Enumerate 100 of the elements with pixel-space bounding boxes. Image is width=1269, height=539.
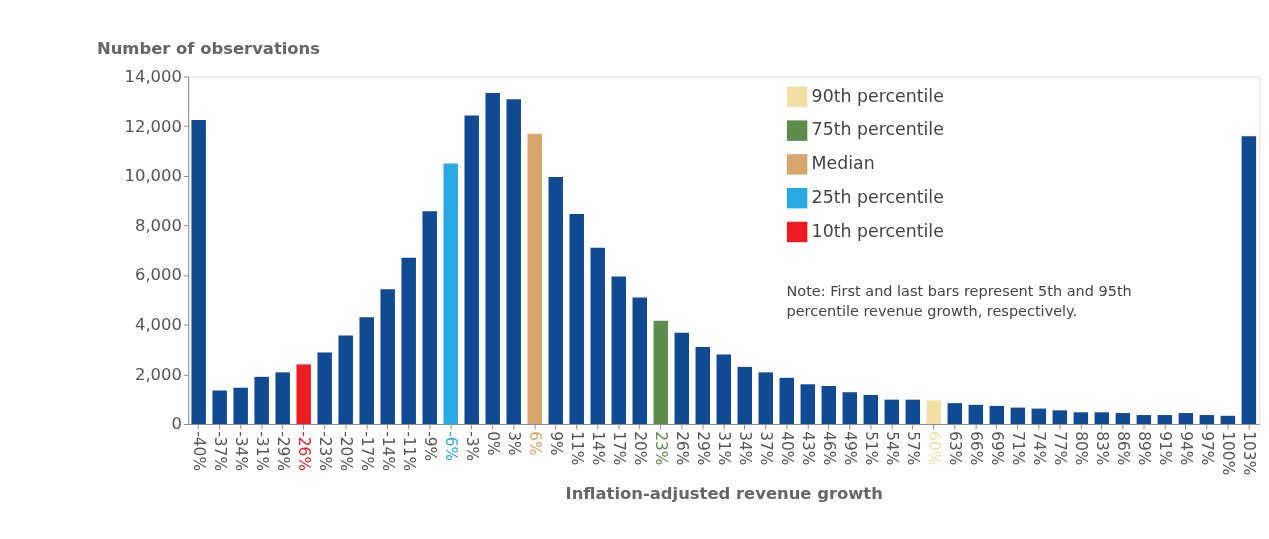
y-tick-label: 2,000 [134, 364, 182, 384]
bar [548, 177, 563, 424]
bar [191, 120, 206, 424]
x-tick-label: 69% [987, 431, 1006, 466]
x-tick-label: 31% [714, 431, 733, 466]
y-tick-label: 4,000 [134, 315, 182, 335]
bar [674, 332, 689, 424]
x-tick-label: -26% [294, 431, 313, 472]
bar [884, 399, 900, 424]
x-tick-label: 103% [1240, 431, 1259, 476]
x-tick-label: 0% [483, 431, 502, 456]
bar [1199, 415, 1215, 424]
bar [527, 133, 542, 424]
x-tick-label: 66% [966, 431, 985, 466]
legend-label: Median [811, 153, 875, 174]
x-tick-label: 49% [840, 431, 859, 466]
bar [926, 400, 942, 424]
bar [1136, 415, 1152, 424]
bar [506, 99, 521, 424]
x-tick-label: 26% [672, 431, 691, 466]
legend-label: 10th percentile [811, 220, 944, 241]
x-tick-label: 74% [1029, 431, 1048, 466]
bar [275, 372, 290, 424]
bar [338, 335, 353, 424]
bar [779, 377, 795, 424]
bar [947, 403, 963, 424]
bar [485, 92, 500, 424]
bar [1241, 136, 1257, 424]
y-tick-label: 8,000 [134, 215, 182, 235]
x-tick-label: -17% [357, 431, 376, 472]
x-tick-label: -40% [189, 431, 208, 472]
bar [737, 366, 753, 424]
bar [905, 399, 921, 424]
x-tick-label: 63% [945, 431, 964, 466]
x-tick-label: 54% [882, 431, 901, 466]
bar [863, 394, 879, 424]
x-tick-label: -9% [420, 431, 439, 462]
x-tick-label: 11% [567, 431, 586, 466]
x-tick-label: 77% [1050, 431, 1069, 466]
bar [359, 317, 374, 424]
x-tick-label: 57% [903, 431, 922, 466]
x-tick-label: 83% [1093, 431, 1111, 466]
x-tick-label: 100% [1219, 431, 1238, 476]
annotation: Note: First and last bars represent 5th and 95th percentile revenue growth, respectively. [786, 282, 1132, 319]
bar [254, 376, 269, 424]
x-tick-label: 43% [798, 431, 817, 466]
bar [1031, 408, 1047, 424]
legend-label: 75th percentile [811, 119, 944, 140]
y-tick-label: 12,000 [124, 116, 182, 136]
bar [1178, 413, 1194, 424]
x-tick-label: -3% [462, 431, 481, 462]
bar [800, 384, 816, 424]
bar [758, 372, 774, 424]
x-tick-label: 14% [588, 431, 607, 466]
bar [296, 364, 311, 424]
x-axis-title: Inflation-adjusted revenue growth [565, 484, 883, 504]
x-tick-label: 86% [1114, 431, 1132, 466]
bar [1010, 407, 1026, 424]
bar [653, 320, 668, 424]
y-tick-label: 14,000 [124, 66, 182, 86]
x-tick-label: 94% [1177, 431, 1196, 466]
x-tick-label: 20% [630, 431, 649, 466]
y-tick-label: 6,000 [134, 265, 182, 285]
y-axis-title: Number of observations [96, 38, 321, 58]
x-tick-label: 17% [609, 431, 628, 466]
bar [821, 386, 837, 424]
bar [611, 276, 626, 424]
bar [968, 404, 984, 424]
x-tick-label: -11% [399, 431, 418, 472]
legend-label: 90th percentile [811, 85, 944, 106]
x-tick-label: -20% [336, 431, 355, 472]
bar [1073, 412, 1089, 424]
bar [212, 390, 227, 424]
bar [1052, 410, 1068, 424]
x-tick-label: 34% [735, 431, 754, 466]
y-tick-label: 0 [171, 414, 182, 434]
bar [716, 354, 731, 424]
x-tick-label: 29% [693, 431, 712, 466]
bar [842, 392, 858, 424]
bar [443, 163, 458, 424]
bar [590, 247, 605, 424]
bar [1157, 415, 1173, 424]
x-tick-label: 91% [1156, 431, 1175, 466]
x-tick-label: -23% [315, 431, 334, 472]
x-tick-label: 60% [924, 431, 943, 466]
bar [464, 115, 479, 424]
bar [317, 352, 332, 424]
bar [380, 289, 395, 424]
y-tick-label: 10,000 [124, 166, 182, 186]
x-tick-label: 9% [546, 431, 565, 456]
x-tick-label: 89% [1135, 431, 1154, 466]
legend-label: 25th percentile [811, 186, 944, 207]
x-tick-label: -34% [231, 431, 250, 472]
x-tick-label: 80% [1072, 431, 1090, 466]
x-tick-label: -14% [378, 431, 397, 472]
x-tick-label: 40% [777, 431, 796, 466]
bar [695, 347, 710, 424]
x-tick-label: -6% [441, 431, 460, 462]
x-tick-label: 3% [504, 431, 523, 456]
bar [569, 214, 584, 424]
